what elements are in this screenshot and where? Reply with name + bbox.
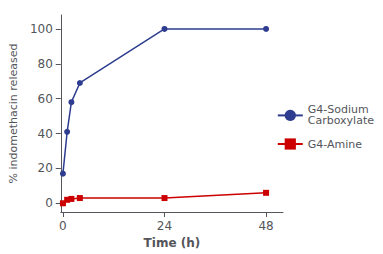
svg-text:Carboxylate: Carboxylate (308, 114, 374, 127)
svg-text:G4-Sodium: G4-Sodium (307, 103, 369, 117)
svg-text:60: 60 (38, 92, 53, 106)
svg-text:100: 100 (30, 22, 53, 36)
svg-text:48: 48 (258, 219, 273, 233)
svg-text:0: 0 (45, 196, 53, 210)
svg-text:24: 24 (157, 219, 172, 233)
svg-text:20: 20 (38, 161, 53, 175)
svg-text:80: 80 (38, 57, 53, 71)
svg-text:0: 0 (59, 219, 67, 233)
svg-text:40: 40 (38, 127, 53, 141)
svg-text:% indomethacin released: % indomethacin released (7, 44, 20, 184)
svg-text:Time (h): Time (h) (144, 236, 201, 250)
svg-text:G4-Amine: G4-Amine (308, 138, 363, 151)
